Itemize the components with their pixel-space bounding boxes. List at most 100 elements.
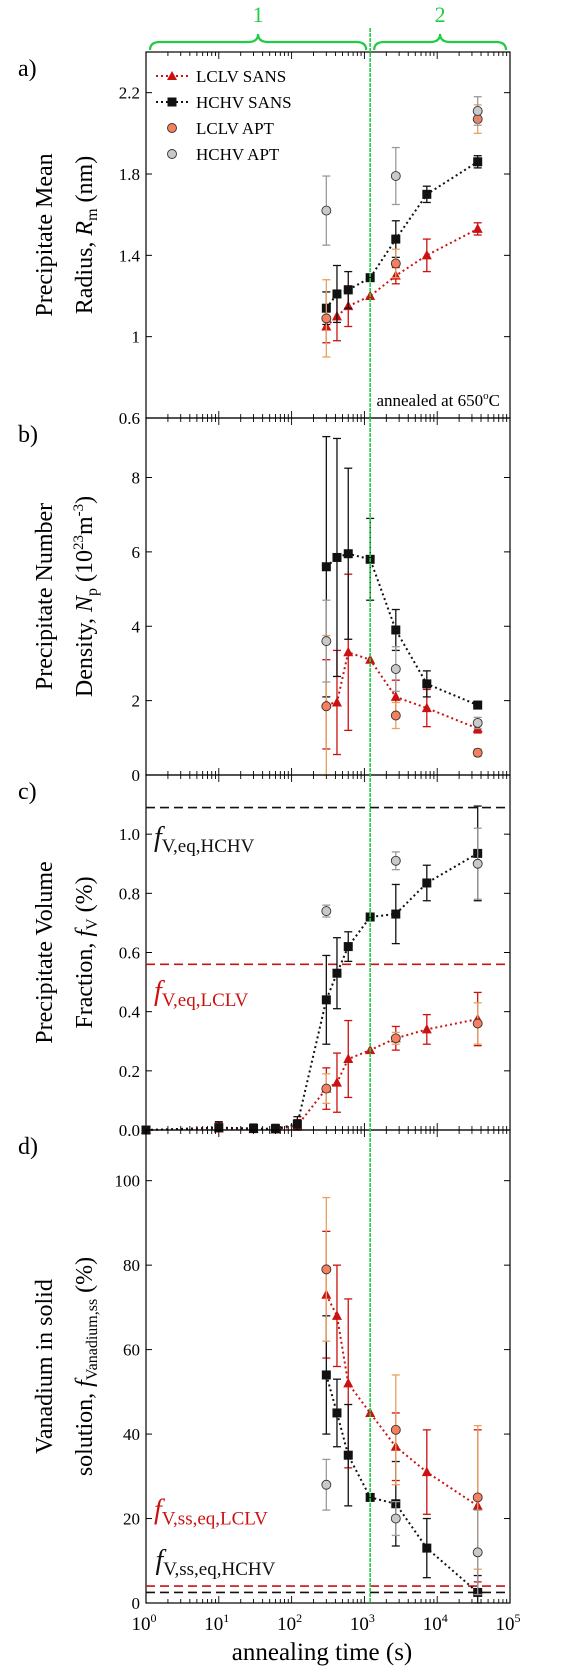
panel-letter: d) [18,1134,38,1160]
y-tick-label: 80 [123,1256,140,1275]
x-tick-label-base: 10 [132,1614,151,1635]
point-hchv-sans [365,912,375,922]
x-tick-label-exp: 0 [151,1611,157,1625]
series-line-hchv-sans [325,1374,479,1594]
y-axis-title-part: N [72,594,98,613]
y-axis-title-line: Radius, Rm​ (nm) [72,156,101,314]
point-hchv-apt [472,106,483,116]
point-hchv-sans [249,1124,259,1134]
point-lclv-apt [390,1033,401,1044]
point-lclv-apt [472,1018,483,1029]
point-hchv-sans [391,625,401,635]
y-tick-label: 60 [123,1341,140,1360]
y-axis-title-line: solution, fVanadium,ss​ (%) [72,1257,101,1476]
y-axis-title-part: m [84,208,101,221]
y-axis-title-part: Vanadium in solid [32,1279,58,1454]
series-line-hchv-sans [145,852,479,1131]
point-hchv-sans [422,679,432,689]
legend-label: LCLV SANS [196,67,286,86]
y-axis-title-part: Radius, [72,236,98,315]
point-hchv-apt [321,205,332,216]
point-hchv-sans [422,878,432,888]
plot-frame [145,417,511,776]
legend-marker [167,149,177,159]
y-axis-title-line: Precipitate Mean [32,153,58,316]
reference-label-sub: V,ss,eq,LCLV [162,1509,268,1530]
y-tick-label: 4 [132,617,141,636]
x-tick-label-base: 10 [204,1614,223,1635]
x-tick-label-exp: 4 [442,1611,448,1625]
point-lclv-apt [472,1492,483,1503]
panel-a: a) 0.6 1 1.4 1.8 2.2 Precipitate Mean Radius, R… [18,51,511,428]
y-axis-title-part: (10 [72,550,98,588]
point-hchv-sans [391,234,401,244]
reference-label: fV,ss,eq,LCLV [154,1495,268,1530]
legend-label: HCHV SANS [196,93,292,112]
point-lclv-sans [331,696,342,707]
y-axis-title-line: Fraction, fV​ (%) [72,876,101,1028]
point-lclv-sans [331,1310,342,1320]
y-tick-label: 0.8 [119,884,140,903]
panel-letter: a) [18,56,37,82]
point-lclv-sans [343,1377,354,1388]
legend-label: HCHV APT [196,145,280,164]
y-tick-label: 0.2 [119,1062,140,1081]
point-lclv-apt [472,747,483,758]
point-hchv-sans [321,995,331,1005]
panel-letter: b) [18,422,38,448]
reference-label-sub: V,eq,HCHV [162,836,255,857]
y-tick-label: 100 [115,1172,141,1191]
reference-label-sub: V,eq,LCLV [162,990,249,1011]
x-tick-label: 101 [204,1611,229,1635]
y-tick-label: 2.2 [119,84,140,103]
region-brace [148,33,368,51]
reference-label-main: f [154,976,165,1007]
point-hchv-apt [390,855,401,866]
point-hchv-sans [332,552,342,562]
y-tick-label: 1.8 [119,165,140,184]
point-lclv-apt [321,1264,332,1275]
annotation: annealed at 650oC [376,390,500,410]
y-axis-title-part: Vanadium,ss [84,1299,101,1380]
annotation-part: C [489,391,500,410]
point-hchv-apt [472,1547,483,1558]
reference-label: fV,ss,eq,HCHV [155,1545,275,1580]
point-lclv-apt [321,701,332,712]
point-hchv-sans [473,157,483,167]
y-axis-title-part: Precipitate Volume [32,861,58,1043]
point-hchv-sans [422,189,432,199]
point-lclv-sans [343,646,354,657]
region-label: 1 [253,2,264,27]
point-hchv-sans [365,1492,375,1502]
point-lclv-apt [390,1424,401,1435]
point-hchv-sans [332,1408,342,1418]
point-hchv-apt [321,906,332,917]
x-axis: annealing time (s) 100 101 102 103 104 105 [132,1611,521,1666]
point-hchv-sans [365,273,375,283]
x-tick-label: 103 [350,1611,375,1635]
point-hchv-sans [270,1124,280,1134]
point-hchv-sans [332,289,342,299]
y-axis-title-part: f [72,927,98,937]
plot-frame [145,1129,511,1604]
y-tick-label: 0.6 [119,409,140,428]
reference-label: fV,eq,HCHV [154,822,255,857]
point-lclv-apt [390,258,401,269]
point-hchv-apt [321,636,332,647]
point-hchv-sans [343,549,353,559]
panel-d: d) 0 20 40 60 80 100 Vanadium in solid solution,… [18,1129,511,1613]
y-tick-label: 0.6 [119,944,140,963]
point-lclv-sans [421,249,432,260]
reference-label-main: f [154,822,165,853]
y-axis-title-part: p [84,588,101,596]
y-axis-title-part: (%) [72,1257,98,1299]
y-tick-label: 1.4 [119,246,141,265]
y-tick-label: 40 [123,1425,140,1444]
point-hchv-sans [473,700,483,710]
point-lclv-sans [421,702,432,713]
y-axis-title-line: Precipitate Volume [32,861,58,1043]
y-tick-label: 0 [132,1594,141,1613]
plot-frame [145,774,511,1131]
y-tick-label: 20 [123,1510,140,1529]
y-axis-title-line: Precipitate Number [32,503,58,690]
